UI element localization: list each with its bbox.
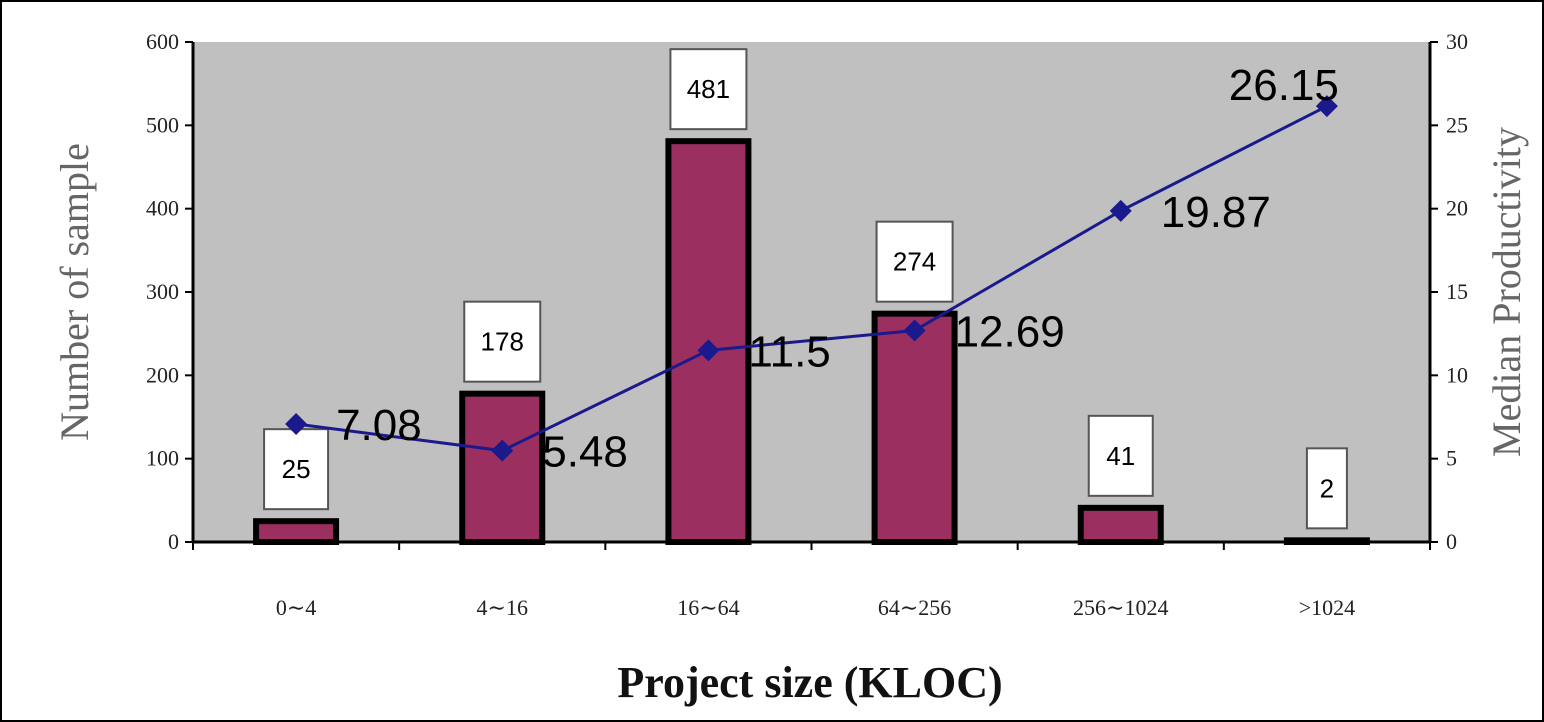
x-tick-label: 256∼1024 <box>1073 595 1168 620</box>
bar <box>871 310 958 545</box>
x-tick-label: 4∼16 <box>477 595 528 620</box>
right-axis: 0 5 10 15 20 25 30 <box>1430 29 1468 554</box>
bar-value-box <box>463 300 542 383</box>
bar-value-box <box>875 220 954 303</box>
bar-value-label: 178 <box>481 327 524 357</box>
y2-tick-label: 20 <box>1446 196 1468 221</box>
y2-tick-label: 0 <box>1446 529 1457 554</box>
x-tick-label: >1024 <box>1299 595 1355 620</box>
productivity-line <box>295 104 1328 453</box>
bar <box>459 390 546 545</box>
y2-tick-label: 25 <box>1446 112 1468 137</box>
bar <box>253 518 340 546</box>
left-axis: 0 100 200 300 400 500 600 <box>146 29 193 554</box>
line-value-label: 7.08 <box>336 401 422 450</box>
line-point <box>903 319 926 342</box>
y-axis-label: Number of sample <box>52 143 97 441</box>
line-point <box>285 413 308 435</box>
bar-value-label: 2 <box>1320 473 1334 503</box>
bar-value-label: 25 <box>282 454 311 484</box>
bar <box>1077 504 1164 546</box>
y2-axis-label: Median Productivity <box>1484 127 1529 457</box>
y2-tick-label: 5 <box>1446 446 1457 471</box>
line-point <box>1315 95 1338 118</box>
y-tick-label: 0 <box>168 529 179 554</box>
y-tick-label: 100 <box>146 446 179 471</box>
y-tick-label: 500 <box>146 112 179 137</box>
line-point <box>697 339 720 362</box>
line-value-label: 5.48 <box>542 428 628 477</box>
y-tick-label: 600 <box>146 29 179 54</box>
y-tick-label: 300 <box>146 279 179 304</box>
x-tick-label: 64∼256 <box>878 595 951 620</box>
x-tick-label: 16∼64 <box>677 595 739 620</box>
plot-area <box>193 42 1430 542</box>
line-series: 7.08 5.48 11.5 12.69 19.87 26.15 <box>285 61 1339 477</box>
x-axis-label: Project size (KLOC) <box>617 658 1002 707</box>
line-value-label: 26.15 <box>1229 61 1339 110</box>
line-point <box>491 439 514 462</box>
y-tick-label: 400 <box>146 196 179 221</box>
y2-tick-label: 10 <box>1446 362 1468 387</box>
bar-value-box <box>669 48 748 131</box>
line-point <box>1109 199 1132 222</box>
bar-value-label: 41 <box>1106 441 1135 471</box>
bar-series: 25 178 481 274 41 2 <box>253 48 1370 546</box>
bar-value-label: 274 <box>893 247 936 277</box>
line-value-label: 11.5 <box>748 327 830 376</box>
line-value-label: 12.69 <box>955 308 1065 357</box>
bar-value-label: 481 <box>687 74 730 104</box>
bar-value-box <box>263 428 330 511</box>
line-value-label: 19.87 <box>1161 188 1271 237</box>
x-axis: 0∼4 4∼16 16∼64 64∼256 256∼1024 >1024 <box>192 542 1431 620</box>
x-tick-label: 0∼4 <box>276 595 316 620</box>
bar-value-box <box>1305 447 1348 530</box>
y2-tick-label: 15 <box>1446 279 1468 304</box>
bar-value-box <box>1087 414 1154 497</box>
y2-tick-label: 30 <box>1446 29 1468 54</box>
y-tick-label: 200 <box>146 362 179 387</box>
